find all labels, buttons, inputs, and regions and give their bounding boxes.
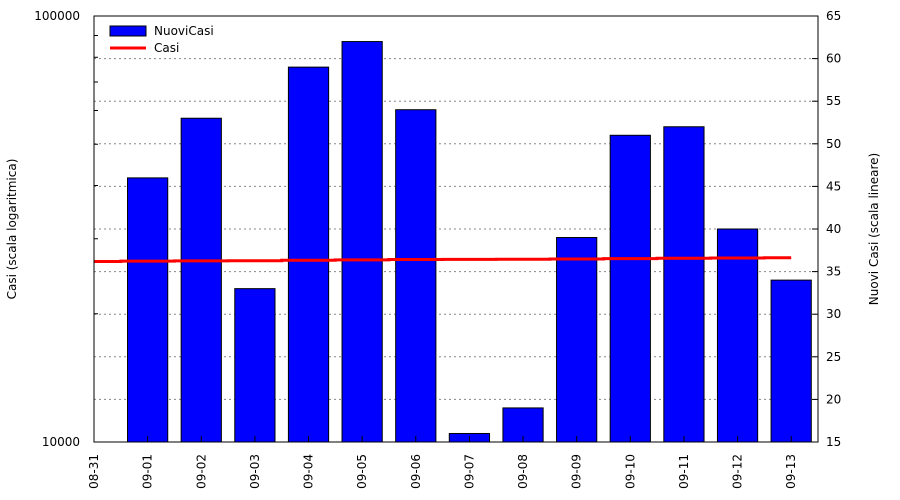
y-left-tick-label: 100000: [34, 9, 80, 23]
x-tick-label: 09-09: [570, 454, 584, 489]
casi-line: [94, 256, 792, 263]
y-right-tick-label: 40: [826, 222, 841, 236]
y-right-tick-label: 15: [826, 435, 841, 449]
x-tick-label: 09-05: [355, 454, 369, 489]
right-axis: 15 20 25 30 35 40 45 50 55 60 65: [812, 9, 841, 449]
y-right-tick-label: 30: [826, 307, 841, 321]
y-right-tick-label: 20: [826, 392, 841, 406]
bar: [395, 109, 437, 443]
y-right-tick-label: 60: [826, 52, 841, 66]
x-tick-label: 08-31: [87, 454, 101, 489]
y-axis-label-left: Casi (scala logaritmica): [5, 159, 19, 300]
bar: [127, 177, 169, 443]
bar: [341, 41, 383, 443]
x-tick-label: 09-08: [516, 454, 530, 489]
x-tick-label: 09-03: [248, 454, 262, 489]
left-axis: 10000 100000: [34, 9, 102, 449]
x-tick-label: 09-06: [409, 454, 423, 489]
y-right-tick-label: 50: [826, 137, 841, 151]
x-tick-label: 09-07: [462, 454, 476, 489]
x-tick-label: 09-01: [141, 454, 155, 489]
y-left-tick-label: 10000: [42, 435, 80, 449]
x-tick-label: 09-11: [677, 454, 691, 489]
bar: [180, 117, 222, 443]
bar: [716, 228, 759, 443]
bar-series: [127, 41, 812, 443]
bar: [609, 134, 651, 443]
bar: [234, 288, 276, 443]
y-right-tick-label: 35: [826, 265, 841, 279]
x-axis: 08-31 09-01 09-02 09-03 09-04 09-05 09-06 09-07…: [87, 436, 798, 489]
y-right-tick-label: 65: [826, 9, 841, 23]
legend-swatch-nuovicasi: [109, 25, 147, 37]
y-axis-label-right: Nuovi Casi (scala lineare): [867, 153, 881, 305]
legend-label-casi: Casi: [154, 41, 179, 55]
y-right-tick-label: 55: [826, 94, 841, 108]
bar: [556, 237, 598, 443]
x-tick-label: 09-02: [194, 454, 208, 489]
x-tick-label: 09-12: [731, 454, 745, 489]
legend-label-nuovicasi: NuoviCasi: [154, 24, 214, 38]
y-right-tick-label: 45: [826, 179, 841, 193]
legend: NuoviCasi Casi: [109, 24, 214, 55]
bar: [770, 279, 812, 443]
bar: [663, 126, 705, 443]
x-tick-label: 09-13: [784, 454, 798, 489]
line-series: [94, 256, 792, 263]
x-tick-label: 09-04: [302, 454, 316, 489]
bar: [287, 66, 330, 443]
x-tick-label: 09-10: [623, 454, 637, 489]
y-right-tick-label: 25: [826, 350, 841, 364]
